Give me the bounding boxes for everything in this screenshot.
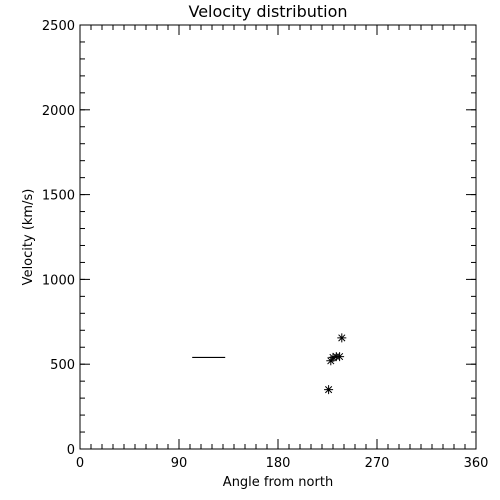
x-tick-label: 180 xyxy=(266,456,291,471)
asterisk-marker xyxy=(324,385,334,395)
data-marks xyxy=(192,333,347,395)
x-tick-label: 360 xyxy=(464,456,489,471)
data-point xyxy=(328,352,338,362)
data-point xyxy=(335,352,345,362)
plot-frame xyxy=(79,24,477,450)
asterisk-marker xyxy=(326,356,336,366)
y-tick-label: 2000 xyxy=(42,104,75,119)
asterisk-marker xyxy=(335,352,345,362)
y-tick-label: 0 xyxy=(67,443,75,458)
x-tick-label: 0 xyxy=(76,456,84,471)
asterisk-marker xyxy=(328,352,338,362)
y-tick-label: 1000 xyxy=(42,273,75,288)
tick-labels: 0 90 180 270 360 0 500 1000 1500 2000 2500 xyxy=(42,19,489,471)
chart-title: Velocity distribution xyxy=(188,2,347,21)
data-point xyxy=(337,333,347,343)
x-tick-label: 90 xyxy=(171,456,188,471)
y-tick-label: 1500 xyxy=(42,189,75,204)
data-point xyxy=(326,356,336,366)
y-axis-title: Velocity (km/s) xyxy=(21,189,36,286)
asterisk-marker xyxy=(337,333,347,343)
y-tick-label: 2500 xyxy=(42,19,75,34)
x-tick-label: 270 xyxy=(365,456,390,471)
x-axis-title: Angle from north xyxy=(223,475,333,490)
data-point xyxy=(324,385,334,395)
y-tick-label: 500 xyxy=(50,358,75,373)
axis-ticks xyxy=(79,24,477,450)
